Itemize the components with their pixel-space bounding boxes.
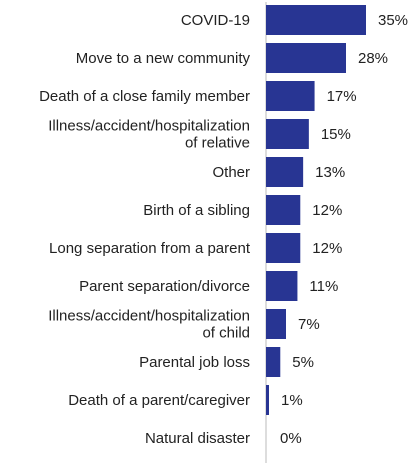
value-label: 7% <box>298 316 320 333</box>
bar <box>266 119 309 149</box>
category-label: Death of a close family member <box>39 88 250 105</box>
value-label: 28% <box>358 50 388 67</box>
value-label: 11% <box>309 278 338 295</box>
bar <box>266 271 298 301</box>
category-label: Death of a parent/caregiver <box>68 392 250 409</box>
category-label: COVID-19 <box>181 12 250 29</box>
category-label: Move to a new community <box>76 50 251 67</box>
bar <box>266 43 346 73</box>
bar <box>266 347 281 377</box>
value-label: 13% <box>315 164 345 181</box>
bar <box>266 195 301 225</box>
value-label: 35% <box>378 12 408 29</box>
category-label: Birth of a sibling <box>143 202 250 219</box>
category-label: Natural disaster <box>145 430 250 447</box>
bar <box>266 157 304 187</box>
value-label: 12% <box>312 202 342 219</box>
bar <box>266 385 269 415</box>
category-label: Long separation from a parent <box>49 240 251 257</box>
value-label: 15% <box>321 126 351 143</box>
category-label: Parental job loss <box>139 354 250 371</box>
category-label: Other <box>212 164 250 181</box>
value-label: 12% <box>312 240 342 257</box>
value-label: 1% <box>281 392 303 409</box>
category-label: Illness/accident/hospitalization of child <box>48 308 250 342</box>
category-label: Illness/accident/hospitalization of relat… <box>48 118 250 152</box>
category-label: Parent separation/divorce <box>79 278 250 295</box>
bar <box>266 81 315 111</box>
value-label: 0% <box>280 430 302 447</box>
bar <box>266 5 366 35</box>
bar <box>266 233 301 263</box>
bar <box>266 309 286 339</box>
value-label: 5% <box>292 354 314 371</box>
value-label: 17% <box>327 88 357 105</box>
